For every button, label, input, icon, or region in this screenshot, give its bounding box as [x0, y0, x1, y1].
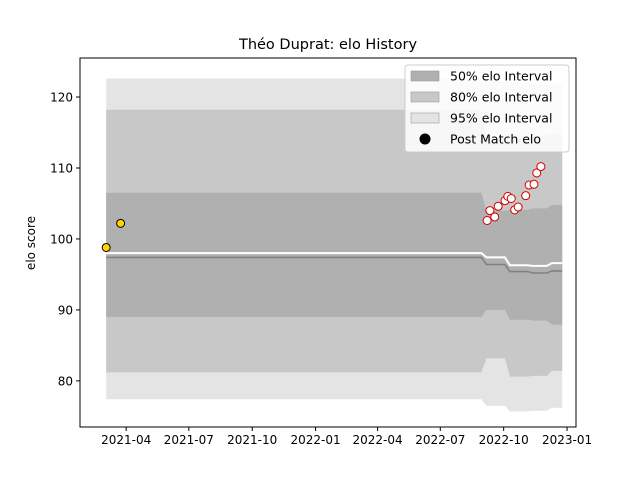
legend-label: 95% elo Interval	[450, 111, 552, 126]
chart-title: Théo Duprat: elo History	[238, 37, 417, 53]
x-tick-label: 2022-04	[353, 433, 403, 447]
legend-box	[404, 64, 570, 153]
x-tick-label: 2021-07	[164, 433, 214, 447]
legend-swatch-band-95	[410, 112, 440, 124]
legend-point-marker	[419, 133, 431, 145]
legend-swatch-band-80	[410, 91, 440, 103]
y-axis-ticks: 80 90 100 110 120	[50, 91, 80, 388]
y-tick-label: 110	[50, 161, 73, 175]
y-tick-label: 100	[50, 232, 73, 246]
y-tick-label: 80	[58, 374, 73, 388]
y-axis-label: elo score	[24, 216, 38, 270]
post-match-points	[101, 162, 546, 252]
post-match-point-recent	[485, 206, 495, 216]
x-tick-label: 2022-10	[479, 433, 529, 447]
x-tick-label: 2023-01	[542, 433, 592, 447]
x-axis-ticks: 2021-04 2021-07 2021-10 2022-01 2022-04 2022-…	[101, 427, 592, 447]
post-match-point-past	[116, 218, 126, 228]
mean-line	[106, 256, 563, 274]
y-tick-label: 90	[58, 303, 73, 317]
x-tick-label: 2021-10	[227, 433, 277, 447]
x-tick-label: 2022-01	[291, 433, 341, 447]
post-match-point-recent	[490, 212, 500, 222]
legend-swatch-band-50	[410, 70, 440, 82]
post-match-point-recent	[529, 179, 539, 189]
median-line	[106, 252, 563, 267]
legend-label: 80% elo Interval	[450, 90, 552, 105]
legend-label: Post Match elo	[450, 132, 541, 147]
x-tick-label: 2021-04	[101, 433, 151, 447]
post-match-point-recent	[482, 216, 492, 226]
post-match-point-recent	[536, 162, 546, 172]
plot-frame	[79, 57, 577, 428]
post-match-point-recent	[532, 168, 542, 178]
x-tick-label: 2022-07	[415, 433, 465, 447]
band-50-area	[106, 192, 563, 325]
interval-bands	[106, 78, 563, 412]
post-match-point-recent	[506, 194, 516, 204]
post-match-point-past	[101, 242, 111, 252]
elo-lines	[106, 252, 563, 274]
legend: 50% elo Interval 80% elo Interval 95% elo …	[404, 64, 570, 153]
post-match-point-recent	[513, 202, 523, 212]
legend-label: 50% elo Interval	[450, 69, 552, 84]
post-match-point-recent	[521, 191, 531, 201]
y-tick-label: 120	[50, 91, 73, 105]
post-match-point-recent	[493, 201, 503, 211]
